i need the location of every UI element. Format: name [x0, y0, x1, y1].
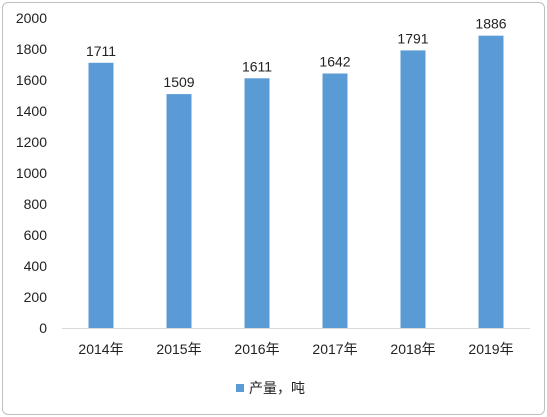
legend: 产量，吨 — [236, 380, 305, 396]
legend-swatch — [236, 384, 244, 392]
y-tick-label: 2000 — [16, 10, 47, 26]
bars — [88, 35, 504, 329]
legend-label: 产量，吨 — [249, 380, 305, 396]
y-tick-label: 200 — [24, 289, 48, 305]
y-tick-label: 1400 — [16, 103, 47, 119]
y-axis: 0 200 400 600 800 1000 1200 1400 1600 1800 2000 — [16, 10, 47, 336]
x-tick-label: 2015年 — [156, 341, 201, 357]
y-tick-label: 0 — [39, 320, 47, 336]
x-tick-label: 2019年 — [468, 341, 513, 357]
bar — [88, 62, 114, 329]
y-tick-label: 1800 — [16, 41, 47, 57]
y-tick-label: 800 — [24, 196, 48, 212]
bar — [322, 73, 348, 329]
y-tick-label: 1000 — [16, 165, 47, 181]
y-tick-label: 1200 — [16, 134, 47, 150]
bar — [244, 78, 270, 328]
data-label: 1611 — [242, 58, 272, 74]
y-tick-label: 400 — [24, 258, 48, 274]
x-tick-label: 2016年 — [234, 341, 279, 357]
data-label: 1711 — [86, 43, 116, 59]
data-labels: 1711 1509 1611 1642 1791 1886 — [86, 16, 507, 90]
y-tick-label: 600 — [24, 227, 48, 243]
data-label: 1642 — [319, 53, 350, 69]
x-axis: 2014年 2015年 2016年 2017年 2018年 2019年 — [78, 341, 513, 357]
x-tick-label: 2018年 — [390, 341, 435, 357]
data-label: 1791 — [397, 30, 428, 46]
x-tick-label: 2014年 — [78, 341, 123, 357]
data-label: 1886 — [475, 16, 506, 32]
bar — [400, 50, 426, 329]
bar — [166, 94, 192, 328]
x-tick-label: 2017年 — [312, 341, 357, 357]
data-label: 1509 — [163, 74, 194, 90]
y-tick-label: 1600 — [16, 72, 47, 88]
bar — [478, 35, 504, 329]
